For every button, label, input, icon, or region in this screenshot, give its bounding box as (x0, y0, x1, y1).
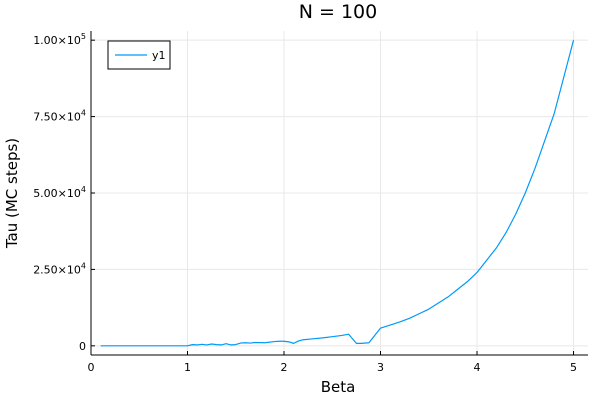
legend-label-y1: y1 (152, 49, 166, 62)
x-axis-label: Beta (321, 378, 356, 396)
x-tick-label-3: 3 (377, 361, 384, 374)
y-tick-label-3: 7.50×104 (33, 109, 86, 124)
x-tick-label-4: 4 (474, 361, 481, 374)
y-tick-label-2: 5.00×104 (33, 185, 86, 200)
y-tick-label-4: 1.00×105 (33, 32, 86, 47)
y-tick-label-1: 2.50×104 (33, 261, 86, 276)
series-line-y1 (100, 40, 575, 347)
y-tick-label-0: 0 (79, 340, 86, 353)
x-tick-label-1: 1 (184, 361, 191, 374)
x-tick-label-0: 0 (88, 361, 95, 374)
chart-title: N = 100 (299, 1, 377, 23)
tick-labels: 0 1 2 3 4 5 0 2.50×104 5.00×104 7.50×104 1.00×105 (33, 32, 577, 374)
y-axis-label: Tau (MC steps) (3, 138, 21, 249)
x-tick-label-2: 2 (281, 361, 288, 374)
legend: y1 (107, 40, 171, 70)
grid-lines (90, 31, 588, 355)
axes (90, 31, 588, 356)
x-tick-label-5: 5 (570, 361, 577, 374)
series-lines (100, 40, 575, 347)
